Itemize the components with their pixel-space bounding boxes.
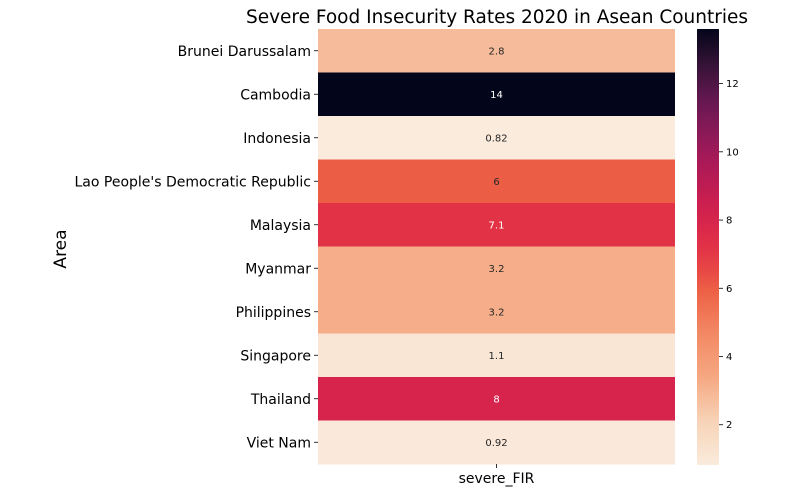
- cell-annotation: 3.2: [489, 307, 505, 318]
- heatmap-cell: [318, 333, 675, 378]
- colorbar-tick-label: 6: [726, 284, 732, 295]
- colorbar-tick-label: 4: [726, 352, 732, 363]
- cell-annotations: 2.8 14 0.82 6 7.1 3.2 3.2 1.1 8 0.92: [485, 46, 507, 449]
- colorbar: [697, 29, 719, 465]
- colorbar-tick-label: 2: [726, 420, 732, 431]
- cell-annotation: 2.8: [489, 46, 505, 57]
- heatmap-cell: [318, 246, 675, 291]
- heatmap-cell: [318, 116, 675, 161]
- row-label: Singapore: [240, 348, 311, 364]
- cell-annotation: 8: [493, 394, 499, 405]
- row-label: Thailand: [250, 392, 311, 408]
- heatmap-cell: [318, 203, 675, 248]
- heatmap-cell: [318, 72, 675, 117]
- x-axis-ticks: severe_FIR: [459, 464, 535, 487]
- cell-annotation: 1.1: [489, 351, 505, 362]
- heatmap-cell: [318, 159, 675, 204]
- x-tick-label: severe_FIR: [459, 471, 535, 487]
- row-label: Philippines: [236, 305, 311, 321]
- cell-annotation: 14: [490, 90, 503, 101]
- heatmap-cell: [318, 290, 675, 335]
- row-label: Brunei Darussalam: [178, 44, 311, 60]
- cell-annotation: 6: [493, 177, 499, 188]
- heatmap-cell: [318, 377, 675, 422]
- cell-annotation: 0.82: [485, 133, 507, 144]
- heatmap-cell: [318, 29, 675, 74]
- row-label: Viet Nam: [247, 435, 311, 451]
- row-label: Cambodia: [240, 87, 311, 103]
- heatmap-cell: [318, 420, 675, 465]
- cell-annotation: 3.2: [489, 264, 505, 275]
- row-label: Lao People's Democratic Republic: [75, 174, 312, 190]
- colorbar-tick-label: 10: [726, 147, 739, 158]
- row-labels: Brunei Darussalam Cambodia Indonesia Lao Pe…: [75, 44, 318, 451]
- colorbar-tick-label: 12: [726, 79, 739, 90]
- cell-annotation: 0.92: [485, 438, 507, 449]
- chart-title: Severe Food Insecurity Rates 2020 in Ase…: [246, 7, 748, 28]
- row-label: Malaysia: [250, 218, 311, 234]
- row-label: Indonesia: [243, 131, 311, 147]
- row-label: Myanmar: [245, 261, 311, 277]
- heatmap-cells: [318, 29, 675, 465]
- colorbar-ticks: 2 4 6 8 10 12: [719, 79, 739, 431]
- cell-annotation: 7.1: [489, 220, 505, 231]
- colorbar-tick-label: 8: [726, 216, 732, 227]
- y-axis-label: Area: [51, 229, 71, 268]
